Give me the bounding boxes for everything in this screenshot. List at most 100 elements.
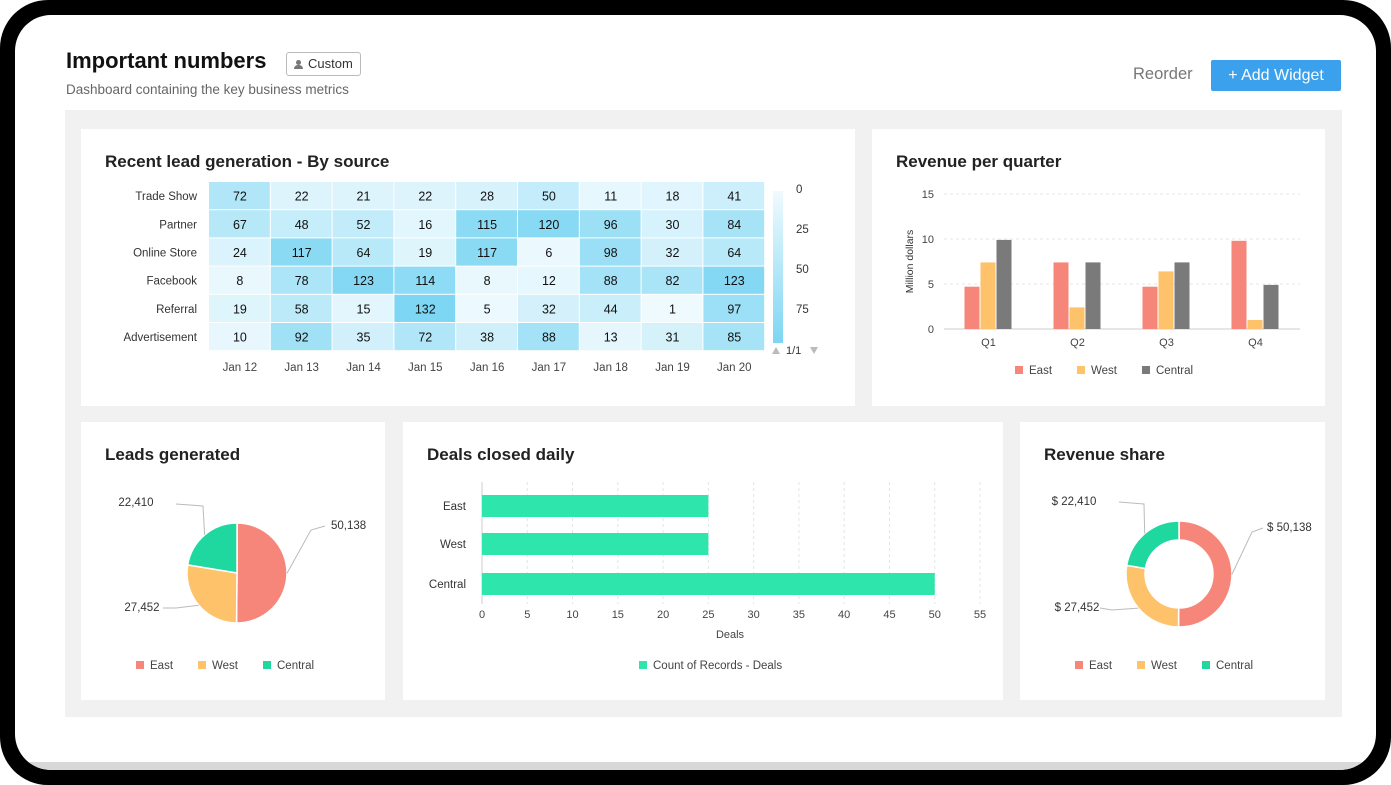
leads-generated-widget[interactable]: Leads generated 50,138 27,452 22,410 East We… [81, 422, 385, 700]
leads-generated-title: Leads generated [105, 445, 241, 464]
page-subtitle: Dashboard containing the key business me… [66, 82, 349, 97]
quarter-y-axis-label: Million dollars [904, 230, 916, 294]
heatmap-cell-value: 32 [542, 302, 556, 316]
heatmap-cell-value: 64 [727, 246, 741, 260]
heatmap-cell [641, 266, 703, 294]
quarter-bar-west [1069, 307, 1085, 329]
heatmap-cell [332, 294, 394, 322]
deals-x-tick: 55 [974, 609, 986, 621]
pager-up-icon [772, 347, 780, 354]
share-slice-west [1125, 564, 1180, 628]
deals-x-tick: 25 [702, 609, 714, 621]
lead-generation-widget[interactable]: Recent lead generation - By source Trade… [81, 129, 855, 406]
revenue-quarter-widget[interactable]: Revenue per quarter 0 5 10 15 Million dollar… [872, 129, 1325, 406]
heatmap-cell [270, 182, 332, 210]
widget-canvas: Recent lead generation - By source Trade… [65, 110, 1342, 717]
heatmap-row-label: Advertisement [123, 332, 197, 344]
quarter-bar-east [1142, 286, 1158, 329]
heatmap-col-label: Jan 13 [284, 362, 319, 374]
heatmap-cell-value: 85 [727, 331, 741, 345]
heatmap-scale-tick: 0 [796, 184, 802, 196]
deals-x-tick: 30 [748, 609, 760, 621]
heatmap-cell-value: 28 [480, 190, 494, 204]
heatmap-cell-value: 30 [666, 218, 680, 232]
revenue-share-widget[interactable]: Revenue share $ 50,138 $ 27,452 $ 22,410 Ea… [1020, 422, 1325, 700]
heatmap-cell [209, 323, 270, 351]
heatmap-col-label: Jan 16 [470, 362, 505, 374]
heatmap-cell-value: 84 [727, 218, 741, 232]
heatmap-row-label: Trade Show [135, 191, 197, 203]
reorder-button[interactable]: Reorder [1133, 65, 1193, 83]
lead-generation-title: Recent lead generation - By source [105, 152, 390, 171]
heatmap-cell [270, 238, 332, 266]
heatmap-cell [270, 266, 332, 294]
heatmap-cell-value: 13 [604, 331, 618, 345]
heatmap-cell [394, 323, 456, 351]
heatmap-cell [394, 182, 456, 210]
leads-slice-west [186, 564, 238, 624]
heatmap-cell-value: 35 [357, 331, 371, 345]
heatmap-col-label: Jan 14 [346, 362, 381, 374]
heatmap-cell-value: 32 [666, 246, 680, 260]
custom-badge[interactable]: Custom [286, 52, 361, 76]
screen-bottom-shade [15, 762, 1376, 770]
heatmap-color-scale [773, 191, 783, 343]
heatmap-cell [209, 294, 270, 322]
deals-x-tick: 20 [657, 609, 669, 621]
heatmap-cell [394, 210, 456, 238]
deals-legend-swatch [639, 661, 647, 669]
share-legend-label: West [1151, 660, 1178, 672]
heatmap-cell [518, 323, 579, 351]
quarter-x-tick: Q4 [1248, 337, 1263, 349]
share-slice-central [1125, 520, 1180, 570]
heatmap-cell [270, 210, 332, 238]
heatmap-cell-value: 50 [542, 190, 556, 204]
share-callout-line [1099, 607, 1139, 611]
share-legend-label: East [1089, 660, 1113, 672]
quarter-bar-east [1053, 262, 1069, 329]
leads-callout-line [175, 503, 206, 535]
heatmap-col-label: Jan 18 [593, 362, 628, 374]
heatmap-cell [456, 182, 517, 210]
quarter-legend-swatch [1142, 366, 1150, 374]
heatmap-cell-value: 67 [233, 218, 247, 232]
heatmap-cell-value: 97 [727, 302, 741, 316]
share-callout-line [1118, 501, 1146, 534]
heatmap-cell-value: 96 [604, 218, 618, 232]
leads-pie-chart: 50,138 27,452 22,410 East West Central [118, 497, 366, 672]
heatmap-cell [270, 323, 332, 351]
leads-callout-line [286, 525, 326, 574]
deals-category-label: Central [429, 579, 466, 591]
deals-closed-widget[interactable]: Deals closed daily 0 5 10 15 20 25 30 35 40 45 50 5… [403, 422, 1003, 700]
heatmap-cell [703, 323, 765, 351]
leads-slice-central [186, 522, 238, 574]
heatmap-cell [332, 238, 394, 266]
heatmap-cell [641, 182, 703, 210]
add-widget-button[interactable]: + Add Widget [1211, 60, 1341, 91]
heatmap-cell [641, 294, 703, 322]
heatmap-scale-tick: 75 [796, 304, 809, 316]
heatmap-cell-value: 8 [484, 274, 491, 288]
deals-x-tick: 40 [838, 609, 850, 621]
heatmap-col-label: Jan 12 [223, 362, 258, 374]
share-legend-label: Central [1216, 660, 1253, 672]
heatmap-cell-value: 21 [357, 190, 371, 204]
heatmap-cell [394, 266, 456, 294]
heatmap-cell-value: 44 [604, 302, 618, 316]
heatmap-cell-value: 114 [415, 274, 435, 288]
heatmap-cell-value: 38 [480, 331, 494, 345]
heatmap-cell-value: 132 [415, 302, 436, 316]
heatmap-cell [579, 182, 641, 210]
heatmap-cell [332, 323, 394, 351]
quarter-bar-west [1158, 271, 1174, 329]
user-icon [294, 59, 303, 69]
quarter-x-tick: Q2 [1070, 337, 1085, 349]
deals-bar-west [482, 533, 709, 555]
heatmap-scale-tick: 50 [796, 264, 809, 276]
heatmap-cell-value: 5 [484, 302, 491, 316]
quarter-y-tick: 10 [922, 234, 934, 246]
quarter-bar-central [1174, 262, 1190, 329]
heatmap-cell-value: 8 [236, 274, 243, 288]
heatmap-cell-value: 88 [542, 331, 556, 345]
